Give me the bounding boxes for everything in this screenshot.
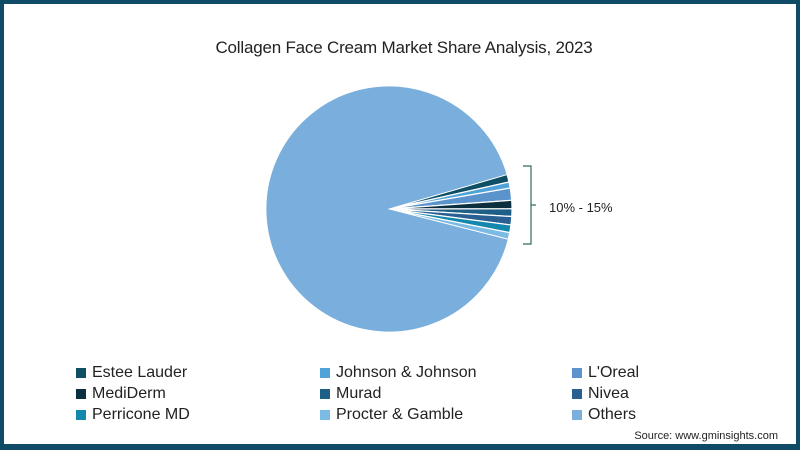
legend-swatch-icon: [572, 410, 582, 420]
legend-item: Estee Lauder: [76, 364, 187, 382]
legend-label: Nivea: [588, 385, 629, 402]
range-bracket: [523, 165, 536, 245]
legend-item: Nivea: [572, 385, 629, 403]
legend-swatch-icon: [320, 368, 330, 378]
legend-item: Others: [572, 406, 636, 424]
pie-chart: [265, 85, 536, 333]
legend-item: MediDerm: [76, 385, 166, 403]
pie-slices: [265, 85, 513, 333]
legend-item: Johnson & Johnson: [320, 364, 477, 382]
legend-item: Perricone MD: [76, 406, 190, 424]
source-note: Source: www.gminsights.com: [634, 430, 778, 442]
legend-item: Procter & Gamble: [320, 406, 463, 424]
pie-slice-others: [265, 85, 509, 333]
legend-item: Murad: [320, 385, 381, 403]
range-annotation: 10% - 15%: [549, 200, 613, 215]
chart-title: Collagen Face Cream Market Share Analysi…: [215, 38, 593, 57]
legend-swatch-icon: [76, 368, 86, 378]
legend-swatch-icon: [76, 410, 86, 420]
legend-swatch-icon: [572, 368, 582, 378]
legend-swatch-icon: [76, 389, 86, 399]
legend-item: L'Oreal: [572, 364, 639, 382]
legend-label: Procter & Gamble: [336, 406, 464, 423]
legend-label: L'Oreal: [588, 364, 640, 381]
legend-label: MediDerm: [92, 385, 166, 402]
legend-swatch-icon: [320, 410, 330, 420]
legend-swatch-icon: [320, 389, 330, 399]
legend-swatch-icon: [572, 389, 582, 399]
legend-label: Johnson & Johnson: [336, 364, 477, 381]
legend-label: Others: [588, 406, 637, 423]
legend-label: Perricone MD: [92, 406, 190, 423]
legend-label: Murad: [336, 385, 382, 402]
legend-label: Estee Lauder: [92, 364, 188, 381]
